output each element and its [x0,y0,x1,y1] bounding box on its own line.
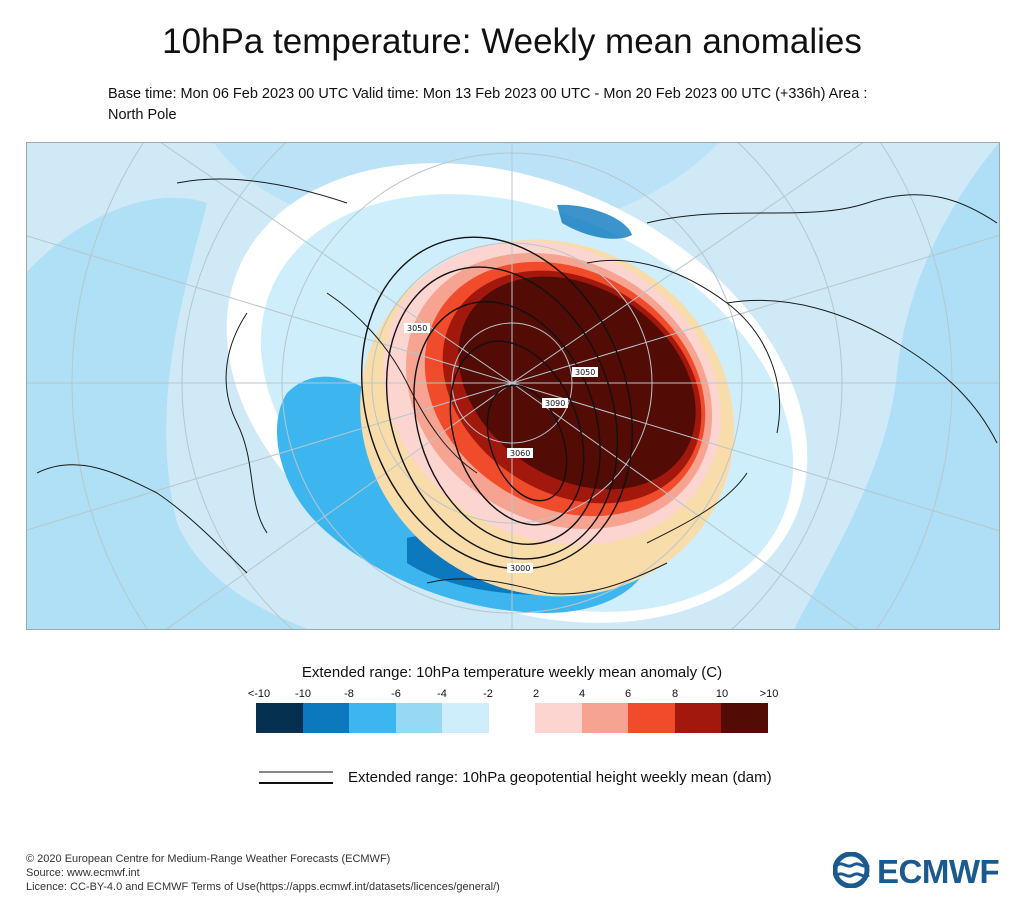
legend-swatch [721,703,768,733]
legend-tick: -2 [483,688,493,700]
chart-subtitle: Base time: Mon 06 Feb 2023 00 UTC Valid … [108,84,908,126]
contour-label-4: 3060 [510,449,530,458]
negative-lobe-north [557,204,632,239]
legend-swatch [256,703,303,733]
contour-label-box-5 [507,563,533,573]
legend-tick: 2 [532,688,540,700]
anomaly-band-pale-east [794,143,999,629]
footer-source: Source: www.ecmwf.int [26,867,140,879]
contour-legend-line-icon [259,771,333,784]
contour-label-box-3 [404,323,430,333]
legend-swatch [674,703,722,733]
geopotential-contours [361,236,633,570]
contour-label-5: 3000 [510,564,530,573]
footer-licence: Licence: CC-BY-4.0 and ECMWF Terms of Us… [26,881,500,893]
contour-label-box-1 [572,367,598,377]
legend-swatch [395,703,443,733]
legend-tick: 4 [578,688,586,700]
legend-tick: -10 [295,688,311,700]
map-canvas: 3050 3090 3050 3060 3000 [27,143,999,629]
contour-label-2: 3090 [545,399,565,408]
ecmwf-logo-icon [833,852,870,888]
legend-swatch [442,703,489,733]
contour-label-box-4 [507,448,533,458]
legend-swatch [349,703,396,733]
legend-tick: -8 [344,688,354,700]
contour-label-box-2 [542,398,568,408]
chart-title: 10hPa temperature: Weekly mean anomalies [162,22,862,61]
legend-swatch [488,703,536,733]
legend-tick: -4 [437,688,447,700]
anomaly-band-pale-west [27,197,308,629]
contour-legend-label: Extended range: 10hPa geopotential heigh… [348,769,772,786]
coastlines [36,178,998,595]
polar-map: 3050 3090 3050 3060 3000 [26,142,1000,630]
legend-tick: -6 [391,688,401,700]
subtitle-line-2: North Pole [108,107,177,123]
legend-title: Extended range: 10hPa temperature weekly… [301,664,723,681]
legend-swatch [628,703,675,733]
legend-swatch [302,703,350,733]
contour-label-1: 3050 [575,368,595,377]
footer-copyright: © 2020 European Centre for Medium-Range … [26,853,391,865]
legend-tick: 10 [715,688,729,700]
ecmwf-logo-text: ECMWF [877,853,1000,890]
legend-tick: <-10 [247,688,271,700]
contour-label-3: 3050 [407,324,427,333]
footer-credits: © 2020 European Centre for Medium-Range … [26,852,500,894]
legend-tick: 6 [624,688,632,700]
legend-tick: >10 [759,688,779,700]
subtitle-line-1: Base time: Mon 06 Feb 2023 00 UTC Valid … [108,86,868,102]
legend-tick: 8 [671,688,679,700]
legend-swatch [581,703,629,733]
contour-label-group: 3050 3090 3050 3060 3000 [404,323,598,573]
legend-swatch [535,703,582,733]
